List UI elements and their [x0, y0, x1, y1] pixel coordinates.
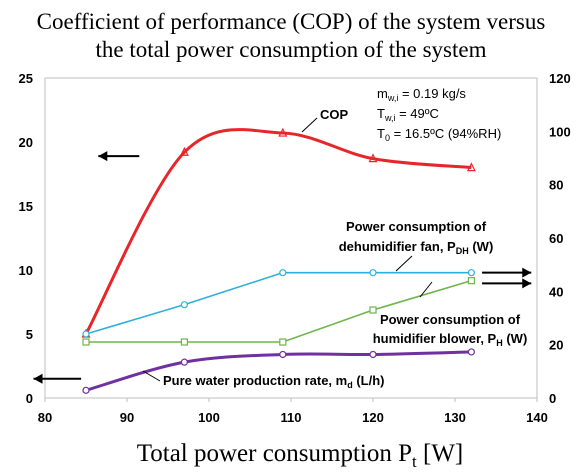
dehumidifier-fan-power-point	[467, 269, 475, 277]
x-tick-label: 110	[281, 410, 302, 425]
humidifier-blower-power-point	[369, 306, 377, 314]
y-left-tick-label: 0	[26, 391, 33, 406]
water-production-rate-point	[82, 386, 90, 394]
cop-point	[466, 162, 476, 172]
cop-point	[278, 127, 288, 137]
humidifier-blower-power-point	[82, 338, 90, 346]
cop-label-leader	[301, 117, 318, 133]
cop-left-axis-arrow-head	[98, 151, 108, 162]
cop-point	[368, 153, 378, 163]
x-tick-label: 90	[120, 410, 134, 425]
x-tick-label: 140	[526, 410, 548, 425]
y-right-tick-label: 60	[549, 231, 563, 246]
humidifier-blower-label-leader	[419, 281, 433, 298]
dehumidifier-fan-label-line2: dehumidifier fan, PDH (W)	[339, 239, 494, 256]
y-right-tick-label: 80	[549, 178, 563, 193]
water-production-left-axis-arrow-head	[33, 373, 43, 384]
dehumidifier-fan-power-point	[180, 301, 188, 309]
cop-line	[84, 128, 472, 335]
plot-area	[44, 77, 538, 399]
x-axis-label: Total power consumption Pt [W]	[137, 440, 464, 471]
condition-ambient-temperature: T0 = 16.5ºC (94%RH)	[377, 126, 501, 143]
x-tick-label: 130	[444, 410, 466, 425]
condition-mass-flow: mw,i = 0.19 kg/s	[377, 86, 466, 103]
water-production-label-leader	[142, 370, 161, 382]
dehumidifier-fan-power-point	[369, 269, 377, 277]
water-production-rate-point	[467, 348, 475, 356]
dehumidifier-fan-right-axis-arrow-head	[522, 267, 532, 278]
water-production-rate-point	[279, 350, 287, 359]
y-right-tick-label: 20	[549, 338, 563, 353]
chart-title-line2: the total power consumption of the syste…	[96, 37, 487, 62]
cop-point	[179, 146, 189, 156]
humidifier-blower-label-line1: Power consumption of	[380, 312, 521, 327]
condition-water-temperature: Tw,i = 49ºC	[377, 106, 439, 123]
dehumidifier-fan-label-leader	[395, 255, 413, 272]
y-right-tick-label: 120	[549, 71, 571, 86]
x-tick-label: 120	[362, 410, 384, 425]
humidifier-blower-right-axis-arrow-head	[522, 278, 532, 289]
y-left-tick-label: 20	[19, 135, 33, 150]
chart-title-line1: Coefficient of performance (COP) of the …	[37, 9, 546, 34]
x-tick-label: 100	[198, 410, 220, 425]
cop-label: COP	[320, 107, 349, 122]
water-production-rate-point	[369, 350, 377, 359]
y-left-tick-label: 10	[19, 263, 33, 278]
y-right-tick-label: 100	[549, 124, 571, 139]
water-production-label: Pure water production rate, md (L/h)	[163, 373, 384, 390]
humidifier-blower-label-line2: humidifier blower, PH (W)	[373, 331, 528, 348]
dehumidifier-fan-power-point	[82, 330, 90, 338]
y-left-tick-label: 25	[19, 71, 33, 86]
water-production-rate-point	[180, 358, 188, 366]
conditions-block: mw,i = 0.19 kg/s Tw,i = 49ºC T0 = 16.5ºC…	[377, 86, 501, 143]
x-tick-label: 80	[38, 410, 52, 425]
dehumidifier-fan-power-point	[279, 269, 287, 277]
humidifier-blower-power-point	[467, 277, 475, 285]
humidifier-blower-power-point	[279, 338, 287, 346]
y-right-tick-label: 0	[549, 391, 556, 406]
y-left-tick-label: 15	[19, 199, 33, 214]
y-left-tick-label: 5	[26, 327, 33, 342]
y-right-tick-label: 40	[549, 284, 563, 299]
humidifier-blower-power-point	[180, 338, 188, 346]
dehumidifier-fan-label-line1: Power consumption of	[346, 219, 487, 234]
